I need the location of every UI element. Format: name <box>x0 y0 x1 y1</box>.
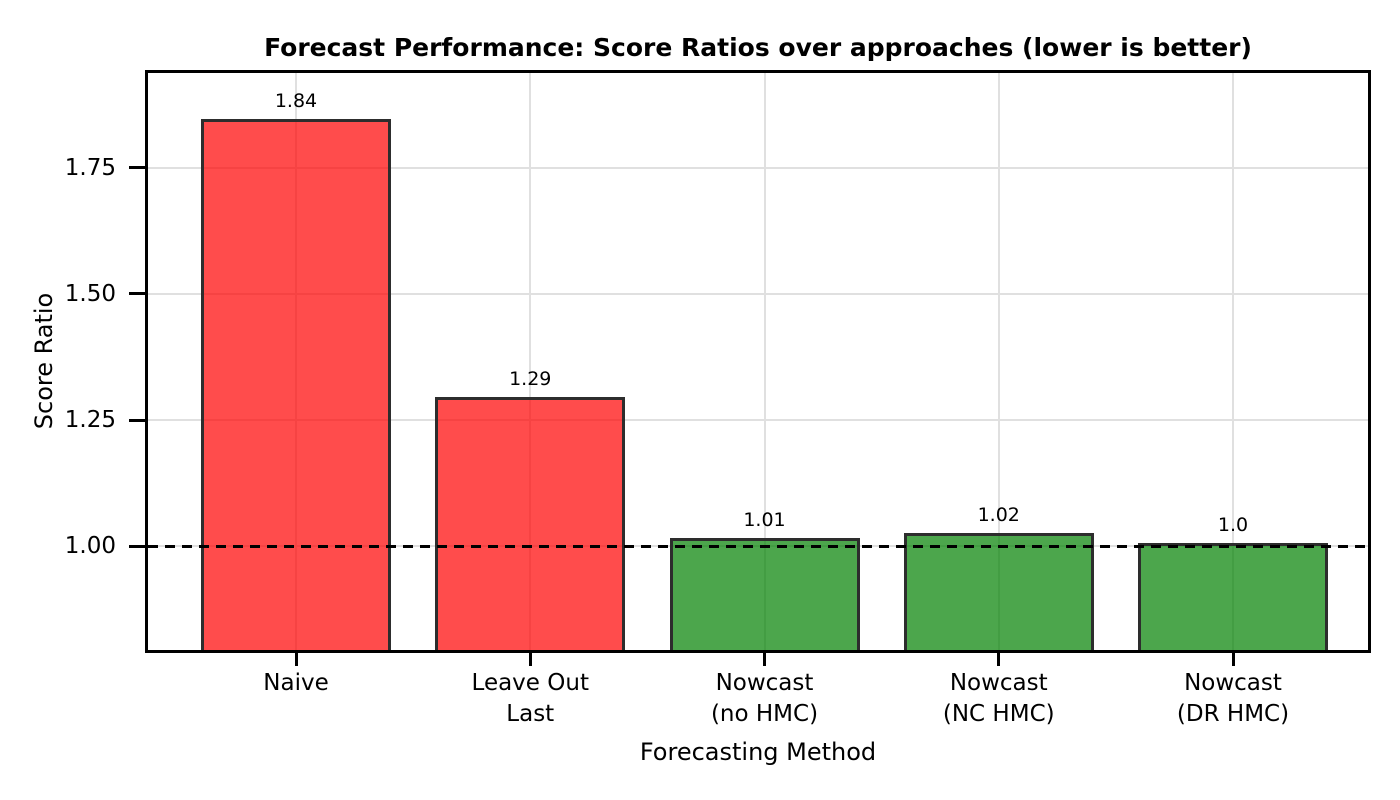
y-tick-mark <box>129 418 145 422</box>
x-tick-label-line: (NC HMC) <box>942 701 1055 727</box>
x-tick-label-line: Last <box>506 701 555 727</box>
chart-title: Forecast Performance: Score Ratios over … <box>264 33 1252 62</box>
x-tick-mark <box>528 650 532 666</box>
x-gridline <box>529 73 532 650</box>
x-tick-label-line: Leave Out <box>471 670 589 696</box>
y-axis-label: Score Ratio <box>30 292 58 430</box>
bar-value-label: 1.84 <box>274 90 318 113</box>
x-gridline <box>763 73 766 650</box>
y-tick-label: 1.75 <box>64 154 116 181</box>
bar <box>201 119 391 650</box>
x-tick-label: Nowcast (DR HMC) <box>1083 668 1383 730</box>
reference-line <box>148 544 1368 548</box>
bar-value-label: 1.02 <box>977 504 1020 526</box>
x-tick-label-line: Nowcast <box>715 670 814 696</box>
plot-area <box>129 70 1371 666</box>
x-tick-label: Naive <box>146 668 446 699</box>
x-tick-mark <box>294 650 298 666</box>
bar-value-label: 1.01 <box>743 509 786 532</box>
bar-value-label: 1.0 <box>1217 514 1249 537</box>
bar <box>435 396 626 650</box>
y-tick-mark <box>129 166 145 170</box>
y-tick-label: 1.00 <box>64 533 116 560</box>
bar <box>903 533 1094 650</box>
y-gridline <box>148 166 1368 169</box>
x-tick-label-line: Nowcast <box>949 670 1048 696</box>
x-tick-label-line: (DR HMC) <box>1176 701 1290 727</box>
y-tick-label: 1.50 <box>64 280 116 307</box>
x-axis-label: Forecasting Method <box>639 738 877 766</box>
x-tick-mark <box>1231 650 1235 666</box>
x-gridline <box>1232 73 1234 650</box>
x-gridline <box>997 73 1000 650</box>
x-tick-mark <box>997 650 1001 666</box>
x-tick-label: Nowcast (NC HMC) <box>849 668 1149 730</box>
bar-value-label: 1.29 <box>509 367 552 390</box>
y-gridline <box>148 419 1368 421</box>
x-tick-label-line: (no HMC) <box>710 701 819 727</box>
x-tick-label: Leave Out Last <box>380 668 680 730</box>
x-tick-label: Nowcast (no HMC) <box>615 668 915 730</box>
bar <box>669 538 860 650</box>
y-tick-mark <box>129 544 145 548</box>
y-gridline <box>148 292 1368 295</box>
x-tick-label-line: Naive <box>263 670 329 696</box>
x-tick-label-line: Nowcast <box>1184 670 1282 696</box>
bar <box>1138 543 1328 650</box>
y-tick-mark <box>129 292 145 296</box>
x-tick-mark <box>763 650 766 666</box>
y-tick-label: 1.25 <box>64 407 116 433</box>
